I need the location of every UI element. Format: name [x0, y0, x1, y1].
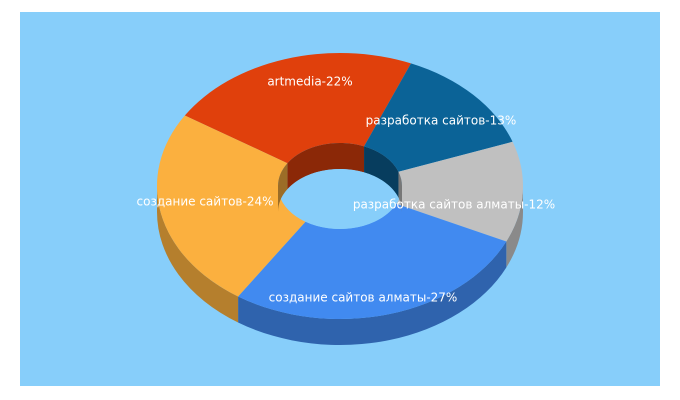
slice-inner-wall-0: [287, 143, 365, 190]
slice-2: [396, 141, 523, 242]
slice-0: [184, 53, 411, 164]
slice-side-2: [506, 186, 523, 268]
slice-inner-wall-4: [278, 163, 288, 212]
slice-label-4: создание сайтов-24%: [137, 195, 274, 209]
slice-side-4: [157, 186, 239, 323]
donut-hole: [278, 169, 402, 229]
slice-label-1: разработка сайтов-13%: [366, 114, 517, 128]
slice-3: [238, 203, 507, 320]
slice-1: [364, 63, 513, 172]
slice-inner-wall-1: [364, 146, 399, 198]
slice-label-0: artmedia-22%: [267, 75, 352, 89]
slice-inner-wall-2: [398, 171, 402, 212]
slice-label-3: создание сайтов алматы-27%: [269, 291, 458, 305]
slice-label-2: разработка сайтов алматы-12%: [353, 198, 555, 212]
slice-4: [156, 115, 306, 297]
slice-side-3: [238, 241, 507, 345]
